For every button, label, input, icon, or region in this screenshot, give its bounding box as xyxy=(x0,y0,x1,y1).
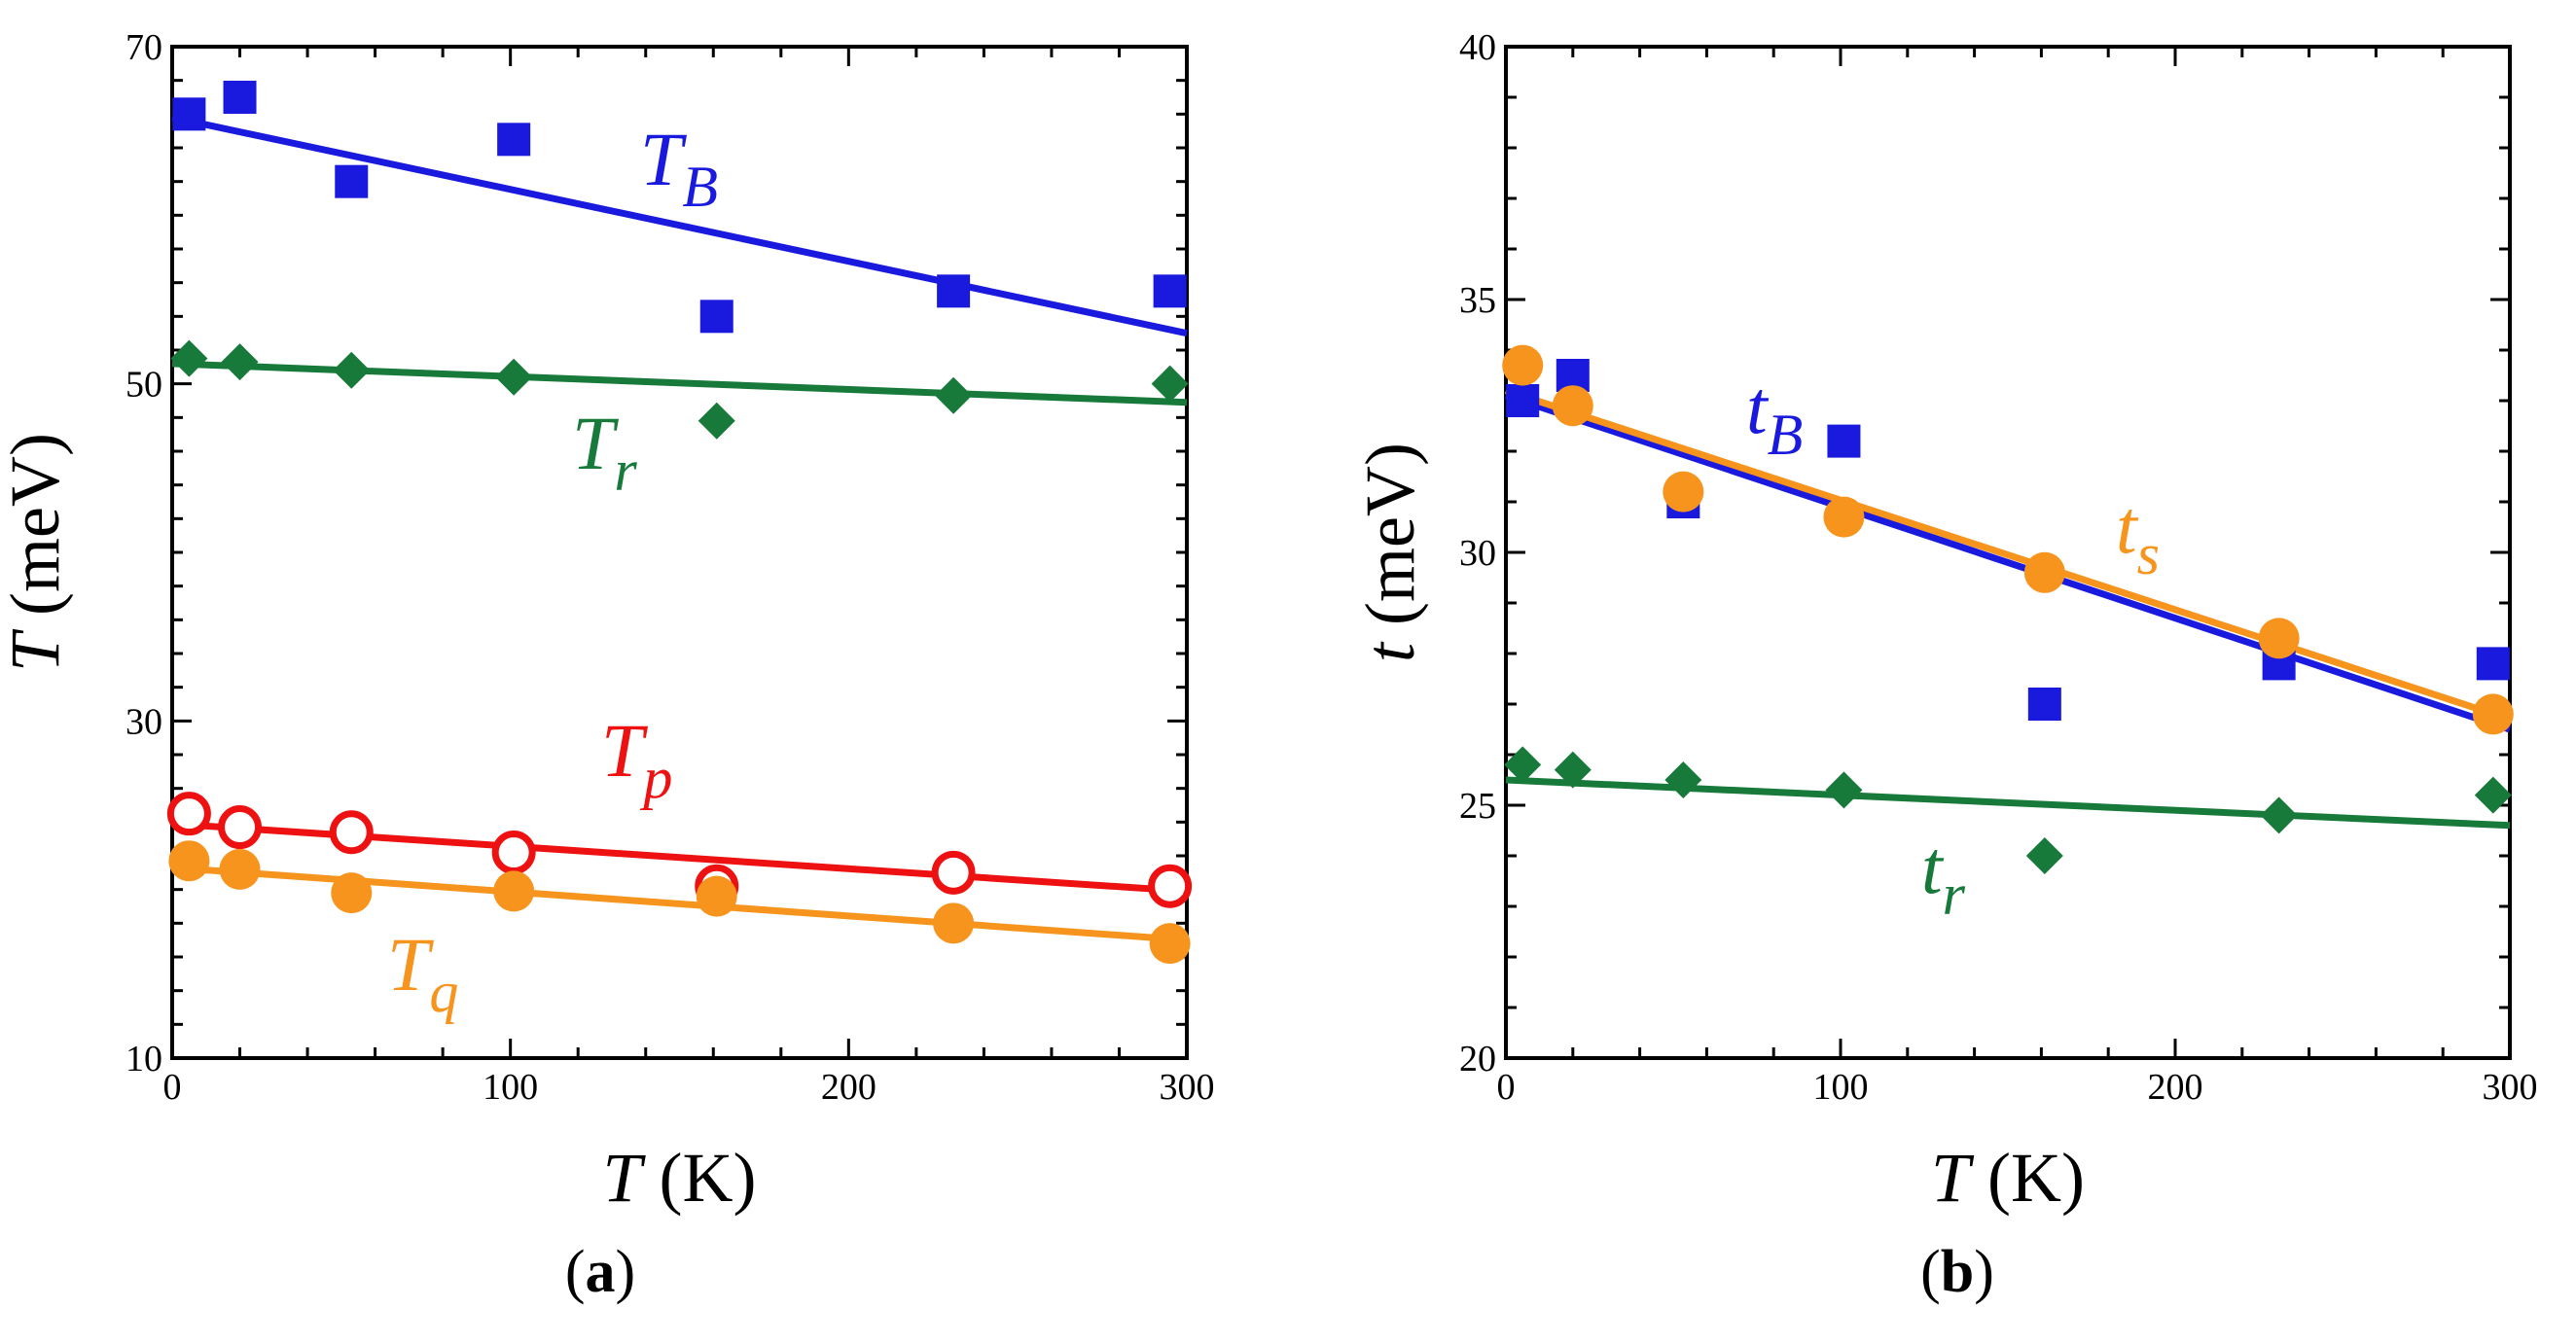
panel-b-point-t-s xyxy=(2023,551,2065,593)
panel-a-point-t-p xyxy=(931,850,976,895)
panel-b-x-tick-label: 0 xyxy=(1497,1067,1516,1108)
panel-a-point-t-r xyxy=(221,343,259,381)
panel-a-point-t-b xyxy=(1153,274,1187,308)
panel-b-point-t-r xyxy=(1554,751,1592,789)
panel-b-point-t-r xyxy=(2474,776,2512,814)
panel-b-point-t-b xyxy=(1827,424,1861,458)
panel-a-x-tick-label: 200 xyxy=(821,1067,877,1108)
panel-b-x-tick-label: 100 xyxy=(1813,1067,1869,1108)
panel-a-y-axis-label: T (meV) xyxy=(0,433,74,672)
panel-b-caption: (b) xyxy=(1920,1239,1994,1305)
panel-a-point-t-q xyxy=(933,902,975,944)
panel-b-point-t-s xyxy=(2472,693,2514,735)
panel-b-series-label-t-b: tB xyxy=(1746,365,1803,467)
panel-a-y-tick-label: 50 xyxy=(125,365,162,406)
panel-b-x-tick-label: 200 xyxy=(2148,1067,2203,1108)
panel-a-y-tick-label: 70 xyxy=(125,27,162,68)
panel-a-point-t-r xyxy=(495,358,533,396)
panel-a-point-t-q xyxy=(493,870,535,912)
panel-a-y-tick-label: 30 xyxy=(125,701,162,742)
panel-a-caption: (a) xyxy=(565,1239,635,1305)
panel-b-point-t-b xyxy=(1506,384,1540,417)
panel-a-point-t-r xyxy=(170,339,208,377)
panel-a-series-label-t-q: Tq xyxy=(387,922,458,1024)
panel-a-x-tick-label: 100 xyxy=(483,1067,538,1108)
panel-a-point-t-p xyxy=(218,805,263,850)
panel-a-point-t-b xyxy=(223,81,257,114)
panel-a-series-label-t-p: Tp xyxy=(601,708,672,810)
panel-b-point-t-b xyxy=(2027,688,2061,721)
panel-a-point-t-r xyxy=(698,402,735,440)
panel-b-point-t-s xyxy=(2258,618,2300,659)
panel-b-point-t-r xyxy=(2260,796,2298,834)
panel-b-point-t-s xyxy=(1502,344,1544,386)
panel-b-chart: 0 100 200 300 20 25 30 35 40 T (K) t (meV) tB ts tr xyxy=(1351,27,2538,1217)
panel-a-point-t-p xyxy=(329,810,374,855)
panel-a-point-t-p xyxy=(1148,864,1193,908)
panel-b-point-t-s xyxy=(1552,385,1593,427)
panel-a-fit-line-t-r xyxy=(171,360,1188,407)
panel-a-point-t-r xyxy=(935,376,973,414)
panel-a-point-t-p xyxy=(166,792,211,836)
panel-b-fit-line-t-s xyxy=(1504,387,2512,723)
panel-b-x-axis-label: T (K) xyxy=(1931,1139,2085,1217)
panel-b-point-t-r xyxy=(1825,771,1863,809)
panel-b-point-t-r xyxy=(1664,761,1702,798)
panel-b-y-tick-label: 25 xyxy=(1459,786,1496,827)
panel-b-y-tick-label: 20 xyxy=(1459,1039,1496,1079)
panel-b-y-tick-label: 35 xyxy=(1459,280,1496,321)
panel-b-series-label-t-s: ts xyxy=(2116,484,2160,586)
panel-b-x-tick-label: 300 xyxy=(2483,1067,2538,1108)
panel-a-point-t-q xyxy=(696,875,737,917)
panel-b-point-t-s xyxy=(1663,471,1704,513)
panel-a-y-tick-label: 10 xyxy=(125,1039,162,1079)
panel-b-fit-line-t-r xyxy=(1505,776,2511,830)
panel-a-point-t-b xyxy=(335,164,369,198)
panel-a-series-label-t-r: Tr xyxy=(572,401,637,503)
panel-a-point-t-r xyxy=(1151,365,1189,403)
panel-a-fit-line-t-b xyxy=(171,114,1188,337)
panel-a-point-t-q xyxy=(168,840,210,882)
panel-b-y-tick-label: 30 xyxy=(1459,533,1496,574)
panel-b-point-t-r xyxy=(1504,746,1542,784)
panel-a-point-t-q xyxy=(1149,923,1191,965)
panel-a-chart: 0 100 200 300 10 30 50 70 T (K) T (meV) TB Tr Tp Tq xyxy=(0,27,1215,1217)
panel-a-x-axis-label: T (K) xyxy=(603,1139,757,1217)
panel-a-point-t-q xyxy=(219,848,261,890)
panel-a-point-t-b xyxy=(497,123,531,157)
panel-a-point-t-p xyxy=(491,831,536,875)
panel-a-x-tick-label: 0 xyxy=(163,1067,182,1108)
panel-b-y-tick-label: 40 xyxy=(1459,27,1496,68)
panel-a-point-t-b xyxy=(699,300,733,334)
panel-a-point-t-b xyxy=(937,274,971,308)
panel-a-x-tick-label: 300 xyxy=(1160,1067,1215,1108)
panel-a-series-label-t-b: TB xyxy=(640,117,718,219)
panel-a-point-t-b xyxy=(172,97,206,131)
panel-a-point-t-r xyxy=(333,351,371,389)
panel-b-point-t-s xyxy=(1823,496,1865,538)
panel-b-y-axis-label: t (meV) xyxy=(1351,442,1429,662)
panel-b-point-t-r xyxy=(2025,837,2063,874)
panel-b-point-t-b xyxy=(2476,647,2510,681)
panel-a-point-t-q xyxy=(331,872,373,914)
panel-b-fit-line-t-b xyxy=(1504,392,2512,733)
panel-b-series-label-t-r: tr xyxy=(1921,825,1966,927)
